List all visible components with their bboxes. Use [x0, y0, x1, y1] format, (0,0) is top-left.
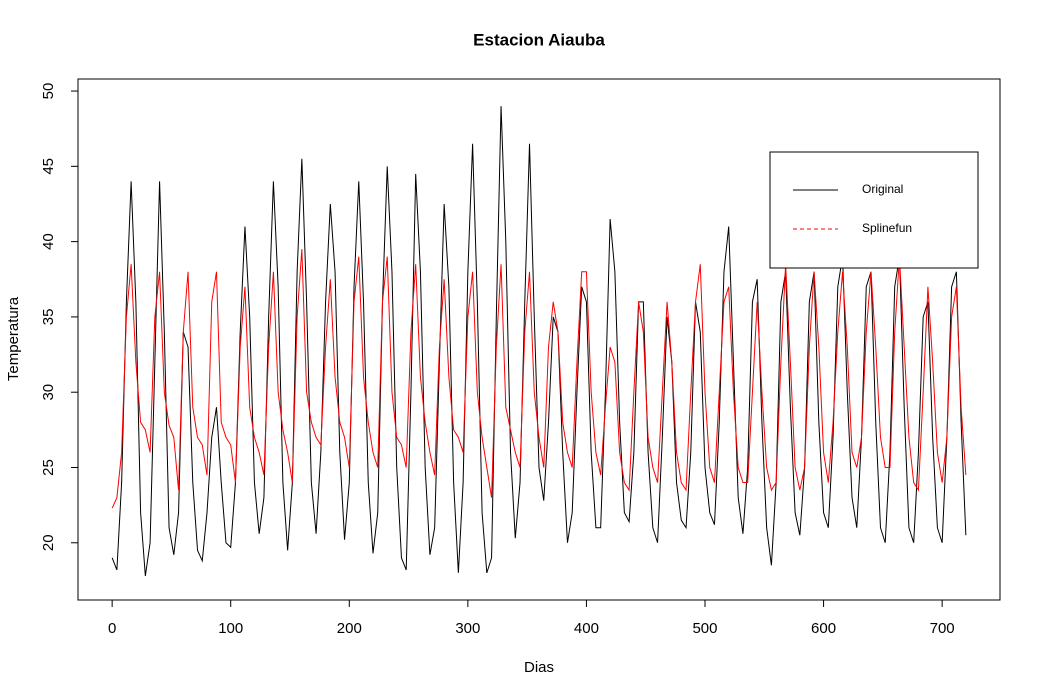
x-tick-label: 500 [692, 620, 717, 637]
data-line [111, 249, 967, 509]
x-axis-label: Dias [524, 659, 554, 676]
y-tick-label: 45 [40, 158, 57, 175]
chart-title: Estacion Aiauba [473, 30, 605, 49]
y-tick-label: 40 [40, 233, 57, 250]
y-tick-label: 30 [40, 384, 57, 401]
x-tick-label: 100 [218, 620, 243, 637]
y-axis-label: Temperatura [5, 296, 22, 381]
x-tick-label: 300 [455, 620, 480, 637]
data-line [111, 106, 967, 576]
y-tick-label: 20 [40, 534, 57, 551]
y-tick-label: 50 [40, 83, 57, 100]
x-tick-label: 400 [574, 620, 599, 637]
x-tick-label: 600 [811, 620, 836, 637]
x-tick-label: 200 [337, 620, 362, 637]
legend-label: Splinefun [862, 221, 912, 235]
x-tick-label: 0 [108, 620, 116, 637]
y-tick-label: 35 [40, 309, 57, 326]
y-tick-label: 25 [40, 459, 57, 476]
legend-box [769, 151, 979, 269]
legend-label: Original [862, 182, 903, 196]
x-tick-label: 700 [930, 620, 955, 637]
